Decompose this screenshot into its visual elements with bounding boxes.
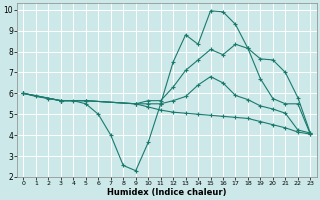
X-axis label: Humidex (Indice chaleur): Humidex (Indice chaleur) — [107, 188, 227, 197]
